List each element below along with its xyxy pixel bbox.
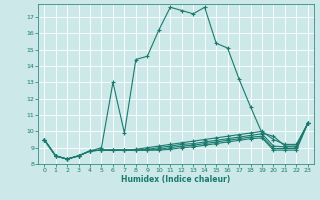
X-axis label: Humidex (Indice chaleur): Humidex (Indice chaleur) <box>121 175 231 184</box>
